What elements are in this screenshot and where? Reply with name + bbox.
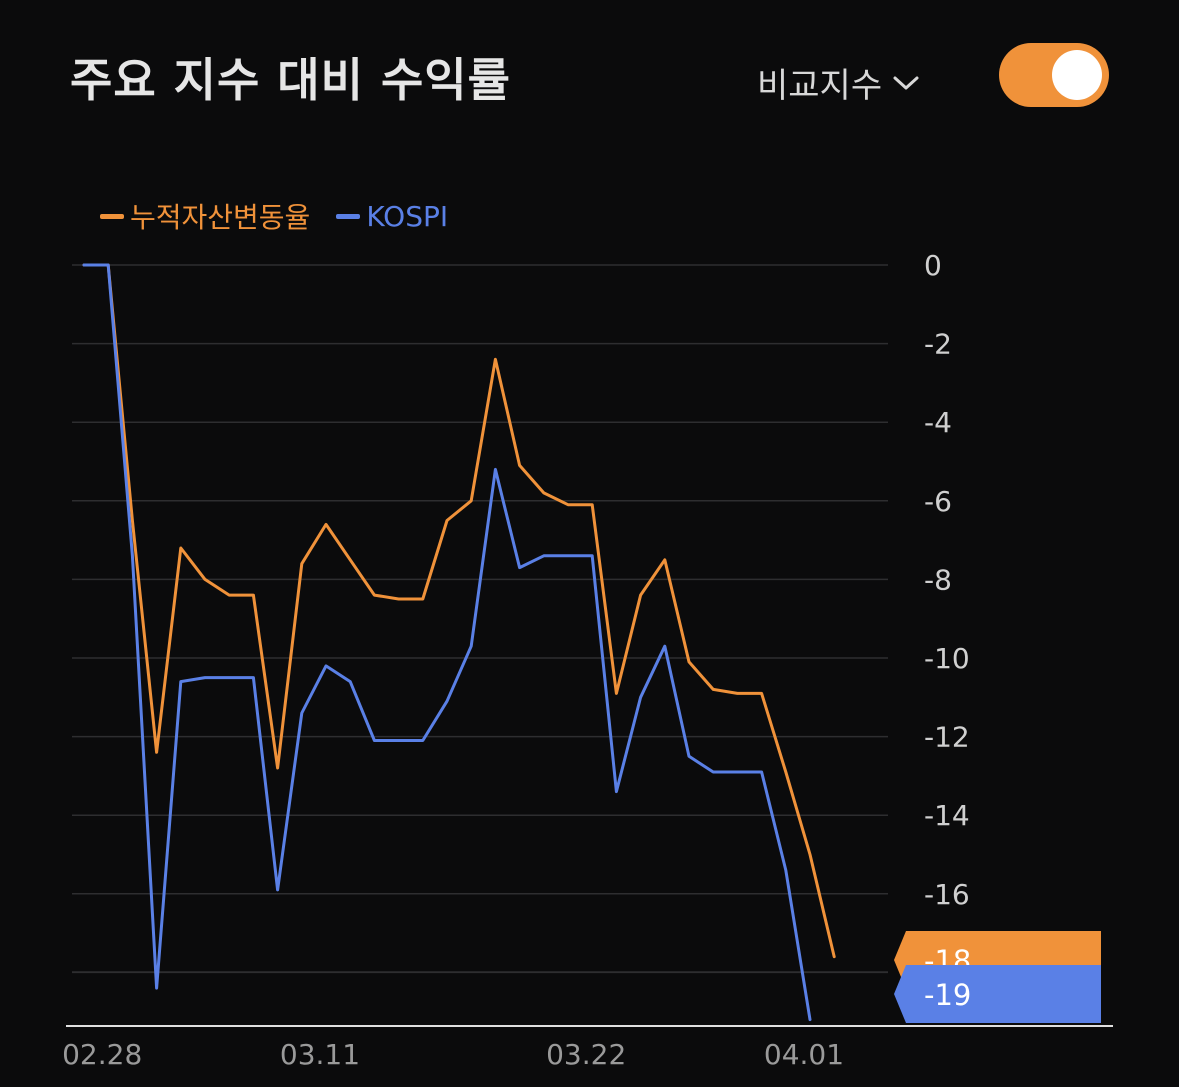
series-line-kospi [82,263,812,1022]
legend-swatch-asset [100,213,124,219]
y-tick-label: -2 [924,328,952,361]
compare-index-label: 비교지수 [757,66,883,106]
y-tick-label: -16 [924,878,970,911]
x-tick-label: 02.28 [62,1038,142,1071]
x-tick-label: 03.11 [280,1038,360,1071]
end-label-kospi-tag [894,965,1101,1023]
toggle-knob [1052,50,1102,100]
chart-legend: 누적자산변동율 KOSPI [100,196,448,236]
y-tick-label: -14 [924,799,970,832]
page-title: 주요 지수 대비 수익률 [70,53,511,107]
y-tick-label: -4 [924,406,952,439]
legend-item-asset: 누적자산변동율 [100,196,310,236]
legend-swatch-kospi [336,213,361,219]
end-label-kospi: -19 [924,978,971,1012]
y-tick-label: -12 [924,721,970,754]
y-tick-label: -10 [924,642,970,675]
legend-label-asset: 누적자산변동율 [130,201,311,234]
y-tick-label: -8 [924,563,952,596]
x-tick-label: 03.22 [546,1038,626,1071]
compare-index-dropdown[interactable]: 비교지수 [757,58,920,107]
compare-toggle[interactable] [999,43,1109,107]
chevron-down-icon [893,76,919,89]
series-line-asset [82,263,836,959]
y-tick-label: 0 [924,249,942,282]
legend-item-kospi: KOSPI [336,200,448,233]
y-tick-label: -6 [924,485,952,518]
x-tick-label: 04.01 [764,1038,844,1071]
legend-label-kospi: KOSPI [366,199,449,233]
